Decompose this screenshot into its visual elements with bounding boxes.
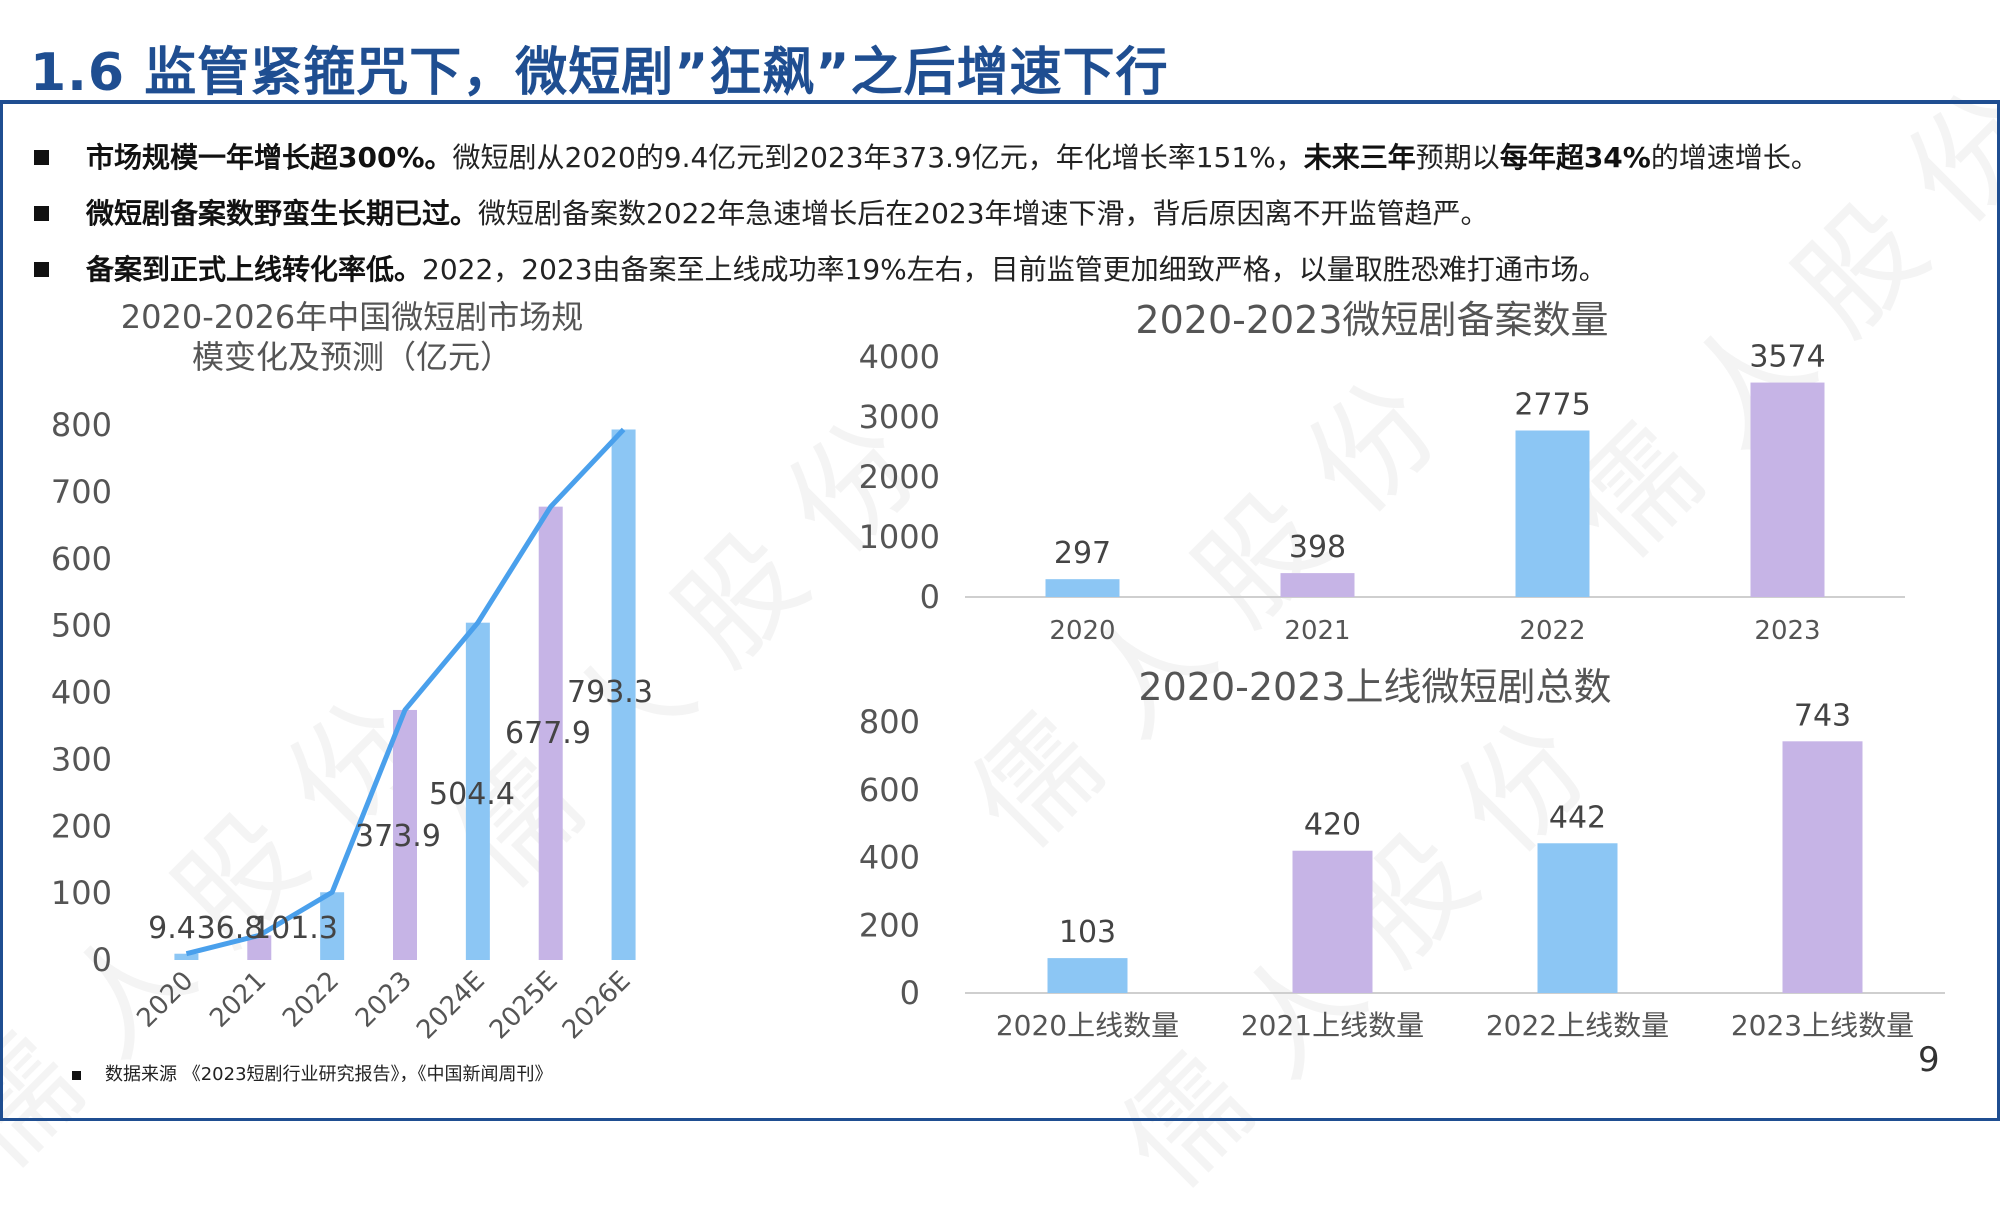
chart-title: 模变化及预测（亿元） — [192, 338, 512, 376]
bar — [1045, 579, 1120, 597]
data-label: 420 — [1304, 808, 1361, 843]
bar — [1782, 741, 1863, 993]
x-tick-label: 2022 — [1519, 616, 1585, 646]
y-tick-label: 500 — [51, 607, 112, 645]
chart-title: 2020-2023微短剧备案数量 — [1135, 298, 1608, 342]
bar — [1280, 573, 1355, 597]
data-label: 504.4 — [429, 777, 515, 812]
y-tick-label: 0 — [900, 974, 920, 1012]
data-label: 2775 — [1514, 388, 1590, 423]
data-label: 677.9 — [505, 716, 591, 751]
x-tick-label: 2025E — [484, 966, 564, 1046]
y-tick-label: 300 — [51, 740, 112, 778]
x-tick-label: 2020 — [131, 966, 199, 1034]
x-tick-label: 2023 — [350, 966, 418, 1034]
bar — [393, 709, 417, 960]
x-tick-label: 2022上线数量 — [1486, 1009, 1669, 1042]
title-divider — [0, 100, 2000, 104]
bar — [320, 892, 345, 960]
chart-title: 2020-2023上线微短剧总数 — [1138, 665, 1611, 709]
bar — [174, 953, 199, 960]
x-tick-label: 2024E — [411, 966, 491, 1046]
x-tick-label: 2021 — [1284, 616, 1350, 646]
data-label: 398 — [1289, 530, 1346, 565]
bar — [1515, 430, 1590, 597]
x-tick-label: 2023 — [1754, 616, 1820, 646]
data-label: 3574 — [1749, 340, 1825, 375]
data-label: 297 — [1054, 536, 1111, 571]
bullet-text: 市场规模一年增长超300%。微短剧从2020的9.4亿元到2023年373.9亿… — [86, 141, 1819, 174]
y-tick-label: 800 — [51, 406, 112, 444]
bullet-marker — [34, 262, 49, 277]
footnote-marker — [72, 1070, 81, 1080]
bullet-text: 微短剧备案数野蛮生长期已过。微短剧备案数2022年急速增长后在2023年增速下滑… — [86, 197, 1489, 230]
x-tick-label: 2020上线数量 — [996, 1009, 1179, 1042]
bullet-list: 市场规模一年增长超300%。微短剧从2020的9.4亿元到2023年373.9亿… — [30, 138, 1980, 306]
y-tick-label: 600 — [859, 771, 920, 809]
data-label: 36.8 — [197, 911, 264, 946]
data-source-text: 数据来源 《2023短剧行业研究报告》，《中国新闻周刊》 — [105, 1064, 553, 1085]
y-tick-label: 1000 — [859, 518, 940, 556]
chart-title: 2020-2026年中国微短剧市场规 — [121, 298, 583, 336]
bar — [1292, 850, 1373, 993]
x-tick-label: 2023上线数量 — [1731, 1009, 1914, 1042]
y-tick-label: 4000 — [859, 338, 940, 376]
y-tick-label: 0 — [92, 941, 112, 979]
data-label: 793.3 — [567, 675, 653, 710]
slide-frame — [0, 104, 2000, 1121]
x-tick-label: 2020 — [1049, 616, 1115, 646]
bar — [1537, 843, 1618, 993]
y-tick-label: 400 — [51, 674, 112, 712]
bullet-text: 备案到正式上线转化率低。2022，2023由备案至上线成功率19%左右，目前监管… — [86, 253, 1607, 286]
x-tick-label: 2026E — [557, 966, 637, 1046]
y-tick-label: 400 — [859, 839, 920, 877]
bullet-marker — [34, 206, 49, 221]
bar — [1750, 382, 1825, 597]
bar — [538, 506, 563, 960]
data-label: 442 — [1549, 800, 1606, 835]
bar — [247, 935, 272, 960]
bar — [465, 622, 490, 960]
y-tick-label: 100 — [51, 874, 112, 912]
trend-line — [185, 427, 626, 957]
page-number: 9 — [1918, 1040, 1940, 1080]
bullet-marker — [34, 150, 49, 165]
bullet-item: 微短剧备案数野蛮生长期已过。微短剧备案数2022年急速增长后在2023年增速下滑… — [30, 194, 1980, 250]
data-label: 373.9 — [355, 819, 441, 854]
data-source-note: 数据来源 《2023短剧行业研究报告》，《中国新闻周刊》 — [72, 1060, 553, 1086]
page-title: 1.6 监管紧箍咒下，微短剧”狂飙”之后增速下行 — [30, 43, 1169, 103]
slide-header: 1.6 监管紧箍咒下，微短剧”狂飙”之后增速下行 — [0, 0, 2000, 103]
x-tick-label: 2022 — [277, 966, 345, 1034]
x-tick-label: 2021 — [204, 966, 272, 1034]
data-label: 9.4 — [148, 911, 196, 946]
bullet-item: 备案到正式上线转化率低。2022，2023由备案至上线成功率19%左右，目前监管… — [30, 250, 1980, 306]
data-label: 103 — [1059, 915, 1116, 950]
bar — [611, 429, 636, 961]
y-tick-label: 2000 — [859, 458, 940, 496]
y-tick-label: 600 — [51, 540, 112, 578]
y-tick-label: 3000 — [859, 398, 940, 436]
y-tick-label: 200 — [51, 807, 112, 845]
data-label: 101.3 — [252, 911, 338, 946]
y-tick-label: 800 — [859, 703, 920, 741]
y-tick-label: 200 — [859, 906, 920, 944]
y-tick-label: 0 — [920, 578, 940, 616]
x-tick-label: 2021上线数量 — [1241, 1009, 1424, 1042]
bullet-item: 市场规模一年增长超300%。微短剧从2020的9.4亿元到2023年373.9亿… — [30, 138, 1980, 194]
data-label: 743 — [1794, 698, 1851, 733]
bar — [1047, 958, 1128, 993]
y-tick-label: 700 — [51, 473, 112, 511]
